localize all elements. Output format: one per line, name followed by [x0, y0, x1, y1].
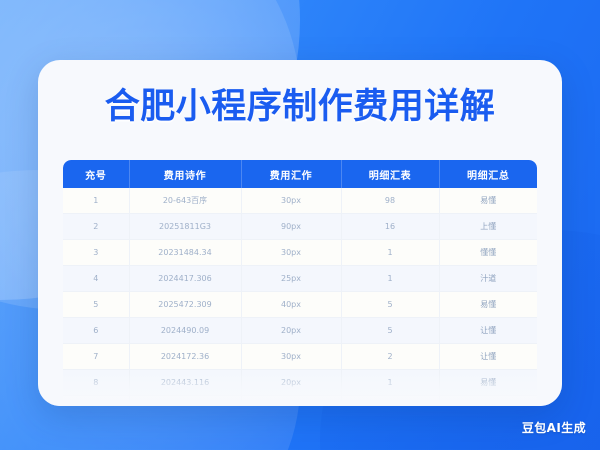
- cell-index: 1: [63, 188, 130, 214]
- cell-sum: 90px: [241, 213, 342, 240]
- table-row[interactable]: 5 2025472.309 40px 5 易懂: [63, 291, 537, 318]
- fee-table: 充号 费用诗作 费用汇作 明细汇表 明细汇总 1 20-643百序 30px 98 易懂…: [63, 160, 537, 406]
- cell-detail: 1: [341, 239, 440, 266]
- cell-total: 让懂: [439, 395, 537, 406]
- cell-item: 2021-17.106: [129, 395, 242, 406]
- cell-index: 6: [63, 317, 130, 344]
- cell-detail: 1: [341, 395, 440, 406]
- cell-sum: 40px: [241, 291, 342, 318]
- column-header-item[interactable]: 费用诗作: [129, 160, 242, 188]
- cell-sum: 30px: [241, 343, 342, 370]
- fee-table-container[interactable]: 充号 费用诗作 费用汇作 明细汇表 明细汇总 1 20-643百序 30px 98 易懂…: [63, 160, 537, 406]
- cell-item: 2025472.309: [129, 291, 242, 318]
- page-title: 合肥小程序制作费用详解: [104, 87, 496, 127]
- column-header-index[interactable]: 充号: [63, 160, 130, 188]
- cell-item: 20-643百序: [129, 188, 242, 214]
- cell-sum: 20px: [241, 317, 342, 344]
- cell-sum: 25px: [241, 265, 342, 292]
- cell-sum: 30px: [241, 239, 342, 266]
- column-header-total[interactable]: 明细汇总: [439, 160, 537, 188]
- column-header-sum[interactable]: 费用汇作: [241, 160, 342, 188]
- table-header-row: 充号 费用诗作 费用汇作 明细汇表 明细汇总: [63, 160, 537, 188]
- cell-index: 7: [63, 343, 130, 370]
- column-header-detail[interactable]: 明细汇表: [341, 160, 440, 188]
- cell-detail: 2: [341, 343, 440, 370]
- cell-total: 上懂: [439, 213, 537, 240]
- table-row[interactable]: 8 202443.116 20px 1 易懂: [63, 369, 537, 396]
- cell-index: 3: [63, 239, 130, 266]
- table-row[interactable]: 2 20251811G3 90px 16 上懂: [63, 213, 537, 240]
- cell-sum: 50px: [241, 395, 342, 406]
- cell-detail: 5: [341, 291, 440, 318]
- cell-detail: 98: [341, 188, 440, 214]
- cell-total: 易懂: [439, 369, 537, 396]
- table-row[interactable]: 3 20231484.34 30px 1 懂懂: [63, 239, 537, 266]
- cell-sum: 30px: [241, 188, 342, 214]
- cell-detail: 5: [341, 317, 440, 344]
- table-row[interactable]: 92021-17.10650px1让懂: [63, 395, 537, 406]
- content-card: 合肥小程序制作费用详解 充号 费用诗作 费用汇作 明细汇表 明细汇总: [38, 60, 562, 406]
- table-row[interactable]: 7 2024172.36 30px 2 让懂: [63, 343, 537, 370]
- cell-detail: 16: [341, 213, 440, 240]
- table-header: 充号 费用诗作 费用汇作 明细汇表 明细汇总: [63, 160, 537, 188]
- table-row[interactable]: 6 2024490.09 20px 5 让懂: [63, 317, 537, 344]
- cell-total: 懂懂: [439, 239, 537, 266]
- watermark-label: 豆包AI生成: [521, 421, 586, 435]
- table-body: 1 20-643百序 30px 98 易懂 2 20251811G3 90px 16 上懂 3 202…: [63, 188, 537, 406]
- cell-item: 2024417.306: [129, 265, 242, 292]
- cell-item: 20251811G3: [129, 213, 242, 240]
- cell-total: 汁道: [439, 265, 537, 292]
- cell-detail: 1: [341, 369, 440, 396]
- cell-item: 2024490.09: [129, 317, 242, 344]
- table-row[interactable]: 4 2024417.306 25px 1 汁道: [63, 265, 537, 292]
- cell-index: 9: [63, 395, 130, 406]
- cell-index: 4: [63, 265, 130, 292]
- cell-total: 易懂: [439, 188, 537, 214]
- cell-total: 让懂: [439, 317, 537, 344]
- cell-item: 202443.116: [129, 369, 242, 396]
- cell-item: 2024172.36: [129, 343, 242, 370]
- table-row[interactable]: 1 20-643百序 30px 98 易懂: [63, 188, 537, 214]
- cell-detail: 1: [341, 265, 440, 292]
- cell-total: 让懂: [439, 343, 537, 370]
- cell-sum: 20px: [241, 369, 342, 396]
- cell-index: 8: [63, 369, 130, 396]
- cell-item: 20231484.34: [129, 239, 242, 266]
- cell-index: 2: [63, 213, 130, 240]
- cell-index: 5: [63, 291, 130, 318]
- cell-total: 易懂: [439, 291, 537, 318]
